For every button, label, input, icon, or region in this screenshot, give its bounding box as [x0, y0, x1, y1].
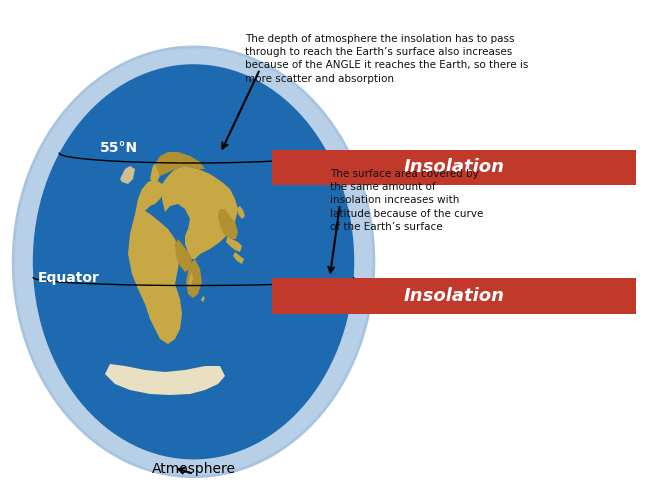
Polygon shape — [233, 252, 244, 264]
Text: Insolation: Insolation — [404, 159, 504, 176]
Polygon shape — [105, 364, 225, 395]
Polygon shape — [135, 179, 165, 214]
Polygon shape — [175, 239, 192, 272]
Text: Equator: Equator — [38, 271, 100, 285]
Text: The depth of atmosphere the insolation has to pass
through to reach the Earth’s : The depth of atmosphere the insolation h… — [245, 34, 528, 83]
Polygon shape — [120, 166, 135, 184]
Polygon shape — [188, 272, 193, 286]
Polygon shape — [186, 259, 202, 298]
Polygon shape — [226, 234, 242, 252]
Polygon shape — [201, 296, 205, 302]
Polygon shape — [237, 206, 245, 219]
Ellipse shape — [33, 64, 354, 459]
Polygon shape — [128, 209, 182, 344]
FancyBboxPatch shape — [272, 278, 636, 314]
Text: Insolation: Insolation — [404, 287, 504, 305]
Text: The surface area covered by
the same amount of
insolation increases with
latitud: The surface area covered by the same amo… — [330, 169, 483, 232]
FancyBboxPatch shape — [272, 150, 636, 185]
Polygon shape — [155, 152, 205, 176]
Polygon shape — [218, 209, 238, 239]
Ellipse shape — [13, 47, 374, 477]
Polygon shape — [150, 164, 160, 182]
Text: 55°N: 55°N — [100, 141, 138, 155]
Polygon shape — [162, 166, 238, 259]
Text: Atmosphere: Atmosphere — [152, 462, 236, 476]
